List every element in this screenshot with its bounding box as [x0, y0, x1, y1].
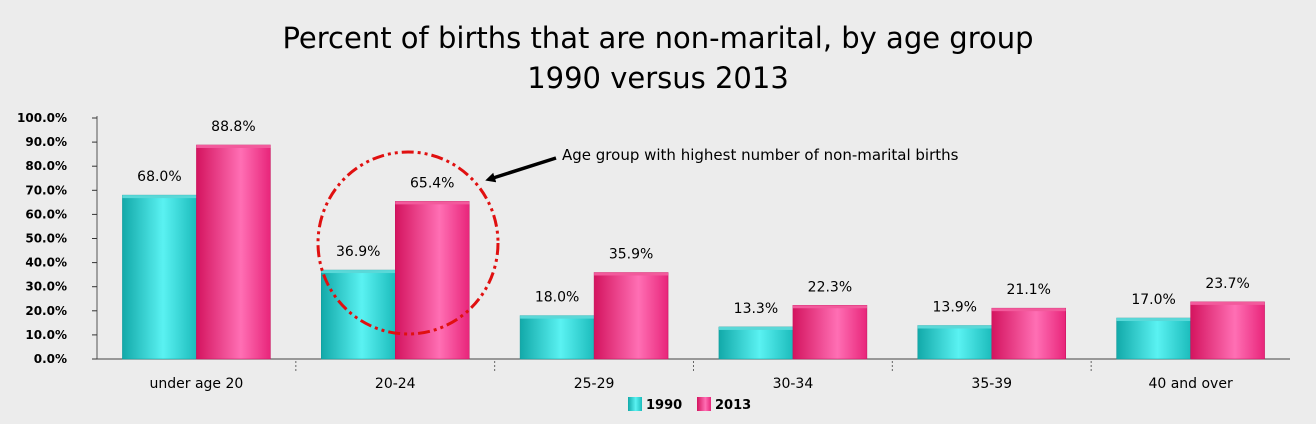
- annotation: Age group with highest number of non-mar…: [316, 146, 959, 336]
- bar-cap-2013-0: [196, 144, 271, 148]
- data-label-2013-3: 22.3%: [808, 279, 852, 295]
- legend-swatch-2013: [697, 397, 711, 411]
- legend-swatch-1990: [628, 397, 642, 411]
- bar-cap-1990-3: [718, 326, 793, 330]
- chart-subtitle: 1990 versus 2013: [527, 61, 789, 95]
- x-tick-label: under age 20: [150, 376, 244, 392]
- data-label-2013-5: 23.7%: [1205, 276, 1249, 292]
- data-label-2013-2: 35.9%: [609, 246, 653, 262]
- x-tick-label: 20-24: [375, 376, 416, 392]
- data-label-1990-5: 17.0%: [1131, 292, 1175, 308]
- bars: [122, 144, 1265, 360]
- data-labels: 68.0% 36.9% 18.0% 13.3% 13.9% 17.0% 88.8% 65.4%…: [137, 119, 1250, 317]
- data-label-1990-0: 68.0%: [137, 169, 181, 185]
- y-tick-label: 10.0%: [25, 328, 67, 342]
- data-label-1990-3: 13.3%: [734, 301, 778, 317]
- y-tick-label: 20.0%: [25, 304, 67, 318]
- bar-1990-3: [718, 326, 794, 360]
- bar-cap-1990-1: [321, 270, 396, 274]
- bar-2013-3: [792, 305, 868, 360]
- data-label-2013-0: 88.8%: [211, 119, 255, 135]
- y-tick-label: 70.0%: [25, 183, 67, 197]
- x-tick-label: 25-29: [574, 376, 615, 392]
- y-axis: 0.0% 10.0% 20.0% 30.0% 40.0% 50.0% 60.0% 70.0% 8…: [17, 111, 98, 366]
- bar-2013-4: [991, 307, 1066, 360]
- bar-cap-2013-3: [792, 305, 867, 309]
- annotation-text: Age group with highest number of non-mar…: [562, 146, 959, 164]
- data-label-2013-1: 65.4%: [410, 175, 454, 191]
- bar-1990-0: [122, 194, 197, 360]
- bar-cap-1990-4: [917, 325, 992, 329]
- x-tick-label: 35-39: [971, 376, 1012, 392]
- x-tick-label: 40 and over: [1148, 376, 1233, 392]
- bar-cap-1990-5: [1116, 318, 1191, 322]
- y-tick-label: 80.0%: [25, 159, 67, 173]
- bar-2013-0: [196, 144, 271, 360]
- bar-1990-5: [1116, 317, 1191, 360]
- bar-1990-1: [321, 269, 396, 360]
- legend-label-2013: 2013: [715, 398, 751, 413]
- legend: 1990 2013: [628, 397, 751, 413]
- y-tick-label: 40.0%: [25, 256, 67, 270]
- bar-2013-2: [593, 272, 669, 360]
- y-tick-label: 0.0%: [34, 352, 67, 366]
- bar-cap-1990-2: [520, 315, 595, 319]
- y-tick-label: 60.0%: [25, 207, 67, 221]
- bar-cap-2013-1: [395, 201, 470, 205]
- x-axis: under age 20 20-24 25-29 30-34 35-39 40 and o…: [97, 358, 1290, 392]
- x-tick-label: 30-34: [773, 376, 814, 392]
- legend-label-1990: 1990: [646, 398, 682, 413]
- bar-2013-5: [1190, 301, 1265, 360]
- y-tick-label: 90.0%: [25, 135, 67, 149]
- bar-cap-2013-2: [594, 272, 669, 276]
- y-tick-label: 30.0%: [25, 280, 67, 294]
- bar-1990-2: [519, 315, 595, 360]
- y-tick-label: 50.0%: [25, 232, 67, 246]
- bar-cap-2013-5: [1190, 301, 1265, 305]
- data-label-1990-1: 36.9%: [336, 244, 380, 260]
- bar-cap-2013-4: [991, 308, 1066, 312]
- highlight-circle: [316, 150, 500, 336]
- data-label-1990-2: 18.0%: [535, 290, 579, 306]
- y-tick-label: 100.0%: [17, 111, 67, 125]
- data-label-1990-4: 13.9%: [933, 300, 977, 316]
- bar-cap-1990-0: [122, 195, 197, 199]
- data-label-2013-4: 21.1%: [1007, 282, 1051, 298]
- annotation-arrow: [485, 156, 557, 183]
- chart-title: Percent of births that are non-marital, …: [282, 21, 1033, 55]
- bar-1990-4: [917, 325, 992, 360]
